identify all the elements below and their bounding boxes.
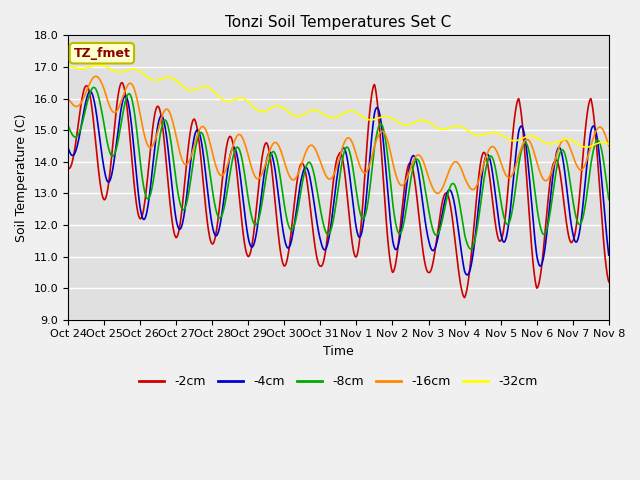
Line: -2cm: -2cm bbox=[68, 83, 609, 298]
-32cm bbox=[106, 66, 114, 72]
-16cm bbox=[64, 96, 72, 101]
Line: -8cm: -8cm bbox=[68, 87, 609, 249]
-4cm bbox=[86, 88, 94, 94]
-8cm bbox=[305, 159, 313, 165]
-2cm bbox=[305, 193, 313, 199]
-16cm bbox=[294, 171, 301, 177]
-32cm bbox=[95, 62, 103, 68]
-32cm bbox=[372, 116, 380, 122]
-8cm bbox=[90, 84, 97, 90]
-16cm bbox=[305, 144, 313, 149]
-4cm bbox=[129, 129, 136, 135]
-16cm bbox=[315, 155, 323, 160]
-8cm bbox=[605, 197, 612, 203]
-32cm bbox=[64, 63, 72, 69]
Title: Tonzi Soil Temperatures Set C: Tonzi Soil Temperatures Set C bbox=[225, 15, 452, 30]
-8cm bbox=[294, 207, 301, 213]
-8cm bbox=[129, 98, 136, 104]
-4cm bbox=[463, 272, 471, 278]
-16cm bbox=[129, 82, 136, 87]
-4cm bbox=[106, 177, 114, 183]
-4cm bbox=[305, 171, 313, 177]
Line: -32cm: -32cm bbox=[68, 65, 609, 147]
-2cm bbox=[294, 173, 301, 179]
-16cm bbox=[106, 105, 114, 110]
-32cm bbox=[315, 108, 323, 114]
-32cm bbox=[305, 108, 313, 114]
Line: -4cm: -4cm bbox=[68, 91, 609, 275]
-2cm bbox=[118, 80, 125, 85]
Line: -16cm: -16cm bbox=[68, 76, 609, 193]
-4cm bbox=[294, 197, 301, 203]
-8cm bbox=[372, 134, 380, 140]
-32cm bbox=[605, 141, 612, 147]
-4cm bbox=[372, 106, 380, 111]
-4cm bbox=[605, 252, 612, 258]
-2cm bbox=[106, 170, 114, 176]
-4cm bbox=[64, 144, 72, 150]
-32cm bbox=[294, 113, 301, 119]
-8cm bbox=[106, 151, 114, 156]
-16cm bbox=[605, 143, 612, 149]
-2cm bbox=[605, 279, 612, 285]
-2cm bbox=[315, 262, 323, 267]
-2cm bbox=[461, 295, 468, 300]
-16cm bbox=[372, 138, 380, 144]
-8cm bbox=[467, 246, 474, 252]
-32cm bbox=[582, 144, 590, 150]
Legend: -2cm, -4cm, -8cm, -16cm, -32cm: -2cm, -4cm, -8cm, -16cm, -32cm bbox=[134, 370, 543, 393]
X-axis label: Time: Time bbox=[323, 345, 354, 358]
-8cm bbox=[315, 197, 323, 203]
Y-axis label: Soil Temperature (C): Soil Temperature (C) bbox=[15, 113, 28, 242]
-8cm bbox=[64, 123, 72, 129]
-2cm bbox=[372, 90, 380, 96]
-16cm bbox=[92, 73, 100, 79]
-4cm bbox=[315, 230, 323, 236]
-32cm bbox=[129, 66, 136, 72]
-2cm bbox=[129, 161, 136, 167]
-16cm bbox=[434, 191, 442, 196]
Text: TZ_fmet: TZ_fmet bbox=[74, 47, 131, 60]
-2cm bbox=[64, 165, 72, 171]
